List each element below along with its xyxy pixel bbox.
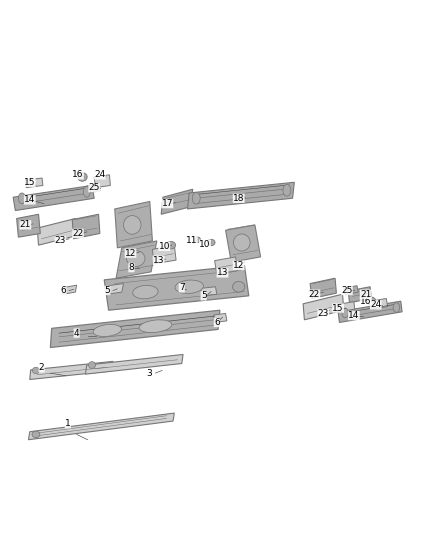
Polygon shape bbox=[85, 354, 183, 374]
Ellipse shape bbox=[127, 251, 145, 266]
Text: 5: 5 bbox=[104, 286, 110, 295]
Text: 1: 1 bbox=[65, 419, 71, 428]
Polygon shape bbox=[201, 287, 217, 296]
Ellipse shape bbox=[32, 367, 39, 374]
Ellipse shape bbox=[166, 241, 176, 249]
Ellipse shape bbox=[124, 216, 141, 235]
Polygon shape bbox=[13, 185, 94, 211]
Polygon shape bbox=[28, 413, 174, 440]
Polygon shape bbox=[50, 310, 220, 348]
Polygon shape bbox=[116, 241, 157, 278]
Text: 13: 13 bbox=[217, 269, 228, 277]
Polygon shape bbox=[30, 361, 113, 379]
Text: 8: 8 bbox=[128, 263, 134, 272]
Ellipse shape bbox=[88, 361, 95, 369]
Text: 17: 17 bbox=[162, 199, 173, 208]
Ellipse shape bbox=[283, 184, 291, 196]
Text: 23: 23 bbox=[318, 309, 329, 318]
Text: 3: 3 bbox=[146, 369, 152, 377]
Text: 22: 22 bbox=[72, 229, 84, 238]
Text: 24: 24 bbox=[94, 171, 106, 179]
Text: 10: 10 bbox=[159, 242, 170, 251]
Polygon shape bbox=[64, 285, 77, 294]
Text: 21: 21 bbox=[360, 290, 371, 298]
Text: 13: 13 bbox=[153, 256, 164, 264]
Polygon shape bbox=[87, 184, 100, 193]
Polygon shape bbox=[226, 225, 261, 262]
Ellipse shape bbox=[233, 234, 250, 251]
Text: 16: 16 bbox=[72, 171, 84, 179]
Polygon shape bbox=[152, 245, 176, 264]
Ellipse shape bbox=[93, 325, 121, 336]
Text: 12: 12 bbox=[233, 261, 244, 270]
Text: 5: 5 bbox=[201, 292, 207, 300]
Text: 6: 6 bbox=[214, 318, 220, 327]
Polygon shape bbox=[338, 302, 355, 312]
Polygon shape bbox=[161, 189, 193, 214]
Polygon shape bbox=[25, 178, 43, 188]
Polygon shape bbox=[214, 313, 227, 322]
Ellipse shape bbox=[139, 320, 172, 333]
Polygon shape bbox=[187, 182, 294, 209]
Polygon shape bbox=[371, 298, 388, 309]
Text: 14: 14 bbox=[24, 196, 35, 204]
Polygon shape bbox=[104, 265, 249, 310]
Polygon shape bbox=[310, 278, 336, 298]
Ellipse shape bbox=[194, 237, 201, 243]
Polygon shape bbox=[344, 286, 358, 295]
Polygon shape bbox=[215, 257, 237, 274]
Text: 6: 6 bbox=[60, 286, 67, 295]
Text: 15: 15 bbox=[24, 178, 35, 187]
Text: 21: 21 bbox=[20, 221, 31, 229]
Text: 14: 14 bbox=[348, 311, 360, 320]
Text: 25: 25 bbox=[88, 183, 100, 192]
Text: 15: 15 bbox=[332, 304, 344, 312]
Polygon shape bbox=[94, 175, 110, 188]
Polygon shape bbox=[17, 214, 40, 237]
Ellipse shape bbox=[83, 187, 90, 197]
Text: 18: 18 bbox=[233, 194, 244, 203]
Ellipse shape bbox=[32, 431, 40, 438]
Ellipse shape bbox=[233, 281, 245, 292]
Text: 2: 2 bbox=[39, 364, 44, 372]
Ellipse shape bbox=[18, 193, 25, 204]
Polygon shape bbox=[348, 287, 371, 303]
Polygon shape bbox=[37, 219, 77, 245]
Text: 12: 12 bbox=[125, 249, 136, 257]
Polygon shape bbox=[72, 214, 100, 239]
Text: 24: 24 bbox=[370, 301, 381, 309]
Ellipse shape bbox=[393, 303, 399, 312]
Text: 4: 4 bbox=[74, 329, 79, 337]
Text: 23: 23 bbox=[55, 237, 66, 245]
Ellipse shape bbox=[192, 192, 200, 204]
Ellipse shape bbox=[207, 239, 215, 246]
Text: 22: 22 bbox=[309, 290, 320, 298]
Polygon shape bbox=[303, 294, 344, 320]
Ellipse shape bbox=[342, 308, 349, 318]
Polygon shape bbox=[115, 201, 152, 248]
Text: 10: 10 bbox=[199, 240, 211, 248]
Text: 25: 25 bbox=[341, 286, 353, 295]
Polygon shape bbox=[338, 301, 402, 322]
Ellipse shape bbox=[175, 280, 203, 294]
Ellipse shape bbox=[367, 297, 376, 305]
Polygon shape bbox=[107, 284, 124, 294]
Text: 16: 16 bbox=[360, 297, 371, 305]
Text: 7: 7 bbox=[179, 284, 185, 292]
Text: 11: 11 bbox=[186, 237, 198, 245]
Ellipse shape bbox=[78, 173, 87, 181]
Ellipse shape bbox=[133, 285, 158, 299]
